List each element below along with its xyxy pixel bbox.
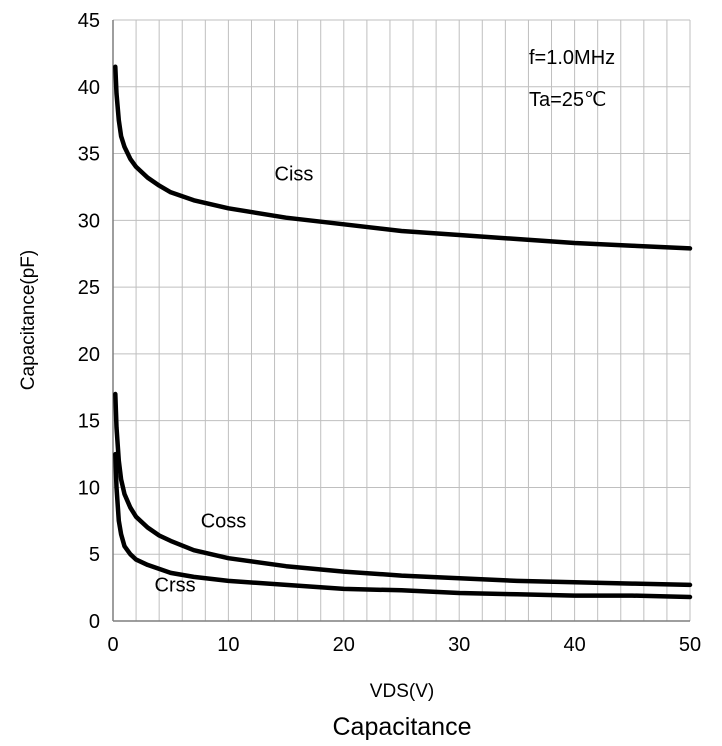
series-label-coss: Coss bbox=[201, 511, 247, 533]
tick-labels: 0 10 20 30 40 50 0 5 10 15 20 25 30 35 40 45 bbox=[78, 10, 701, 656]
chart-title: Capacitance bbox=[333, 713, 472, 741]
series-line-crss bbox=[113, 451, 693, 600]
x-tick-label: 20 bbox=[333, 634, 355, 656]
y-tick-label: 40 bbox=[78, 77, 100, 99]
y-tick-label: 20 bbox=[78, 344, 100, 366]
y-tick-label: 30 bbox=[78, 210, 100, 232]
series-labels: Ciss Coss Crss bbox=[155, 163, 314, 596]
chart-series bbox=[113, 64, 693, 600]
temperature-annotation: Ta=25℃ bbox=[529, 89, 607, 111]
y-tick-label: 5 bbox=[89, 544, 100, 566]
x-axis-title: VDS(V) bbox=[370, 681, 434, 702]
series-label-crss: Crss bbox=[155, 575, 196, 597]
y-tick-label: 35 bbox=[78, 144, 100, 166]
y-tick-label: 25 bbox=[78, 277, 100, 299]
chart-grid bbox=[112, 19, 691, 622]
x-tick-label: 10 bbox=[217, 634, 239, 656]
frequency-annotation: f=1.0MHz bbox=[529, 47, 615, 69]
x-tick-label: 30 bbox=[448, 634, 470, 656]
y-tick-label: 0 bbox=[89, 611, 100, 633]
y-tick-label: 10 bbox=[78, 477, 100, 499]
chart-axes bbox=[112, 20, 690, 622]
y-tick-label: 45 bbox=[78, 10, 100, 32]
x-tick-label: 0 bbox=[107, 634, 118, 656]
series-line-coss bbox=[113, 391, 693, 588]
x-tick-label: 50 bbox=[679, 634, 701, 656]
series-line-ciss bbox=[113, 64, 693, 251]
series-label-ciss: Ciss bbox=[275, 163, 314, 185]
y-tick-label: 15 bbox=[78, 411, 100, 433]
y-axis-title: Capacitance(pF) bbox=[18, 250, 39, 390]
x-tick-label: 40 bbox=[563, 634, 585, 656]
